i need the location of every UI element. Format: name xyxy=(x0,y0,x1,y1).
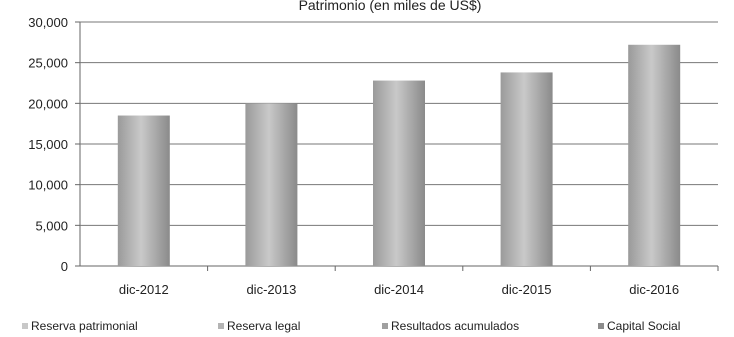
x-tick-label: dic-2012 xyxy=(119,282,169,297)
bar-dic-2014 xyxy=(373,80,425,266)
x-tick-label: dic-2016 xyxy=(629,282,679,297)
legend-item: Reserva patrimonial xyxy=(22,319,138,333)
legend-swatch xyxy=(218,323,224,329)
y-tick-label: 0 xyxy=(61,259,68,274)
legend-swatch xyxy=(22,323,28,329)
bars xyxy=(117,44,681,267)
legend: Reserva patrimonial Reserva legal Resultad… xyxy=(22,319,680,333)
y-tick-label: 15,000 xyxy=(28,137,68,152)
legend-swatch xyxy=(598,323,604,329)
x-tick-labels: dic-2012 dic-2013 dic-2014 dic-2015 dic-2016 xyxy=(119,266,719,297)
bar-dic-2016 xyxy=(628,44,681,267)
legend-label: Capital Social xyxy=(607,319,680,333)
y-tick-labels: 0 5,000 10,000 15,000 20,000 25,000 30,000 xyxy=(28,15,80,274)
legend-label: Resultados acumulados xyxy=(391,319,519,333)
legend-item: Reserva legal xyxy=(218,319,300,333)
legend-swatch xyxy=(382,323,388,329)
y-tick-label: 30,000 xyxy=(28,15,68,30)
x-tick-label: dic-2014 xyxy=(374,282,424,297)
x-tick-label: dic-2013 xyxy=(246,282,296,297)
y-tick-label: 25,000 xyxy=(28,56,68,71)
y-tick-label: 5,000 xyxy=(35,218,68,233)
bar-dic-2015 xyxy=(500,72,553,266)
x-tick-label: dic-2015 xyxy=(502,282,552,297)
bar-dic-2013 xyxy=(245,103,298,266)
legend-item: Capital Social xyxy=(598,319,680,333)
y-tick-label: 20,000 xyxy=(28,96,68,111)
legend-item: Resultados acumulados xyxy=(382,319,519,333)
legend-label: Reserva legal xyxy=(227,319,300,333)
y-tick-label: 10,000 xyxy=(28,178,68,193)
plot-area: 0 5,000 10,000 15,000 20,000 25,000 30,000 dic… xyxy=(28,15,719,297)
chart-title: Patrimonio (en miles de US$) xyxy=(299,0,482,13)
bar-dic-2012 xyxy=(117,115,170,267)
legend-label: Reserva patrimonial xyxy=(31,319,138,333)
